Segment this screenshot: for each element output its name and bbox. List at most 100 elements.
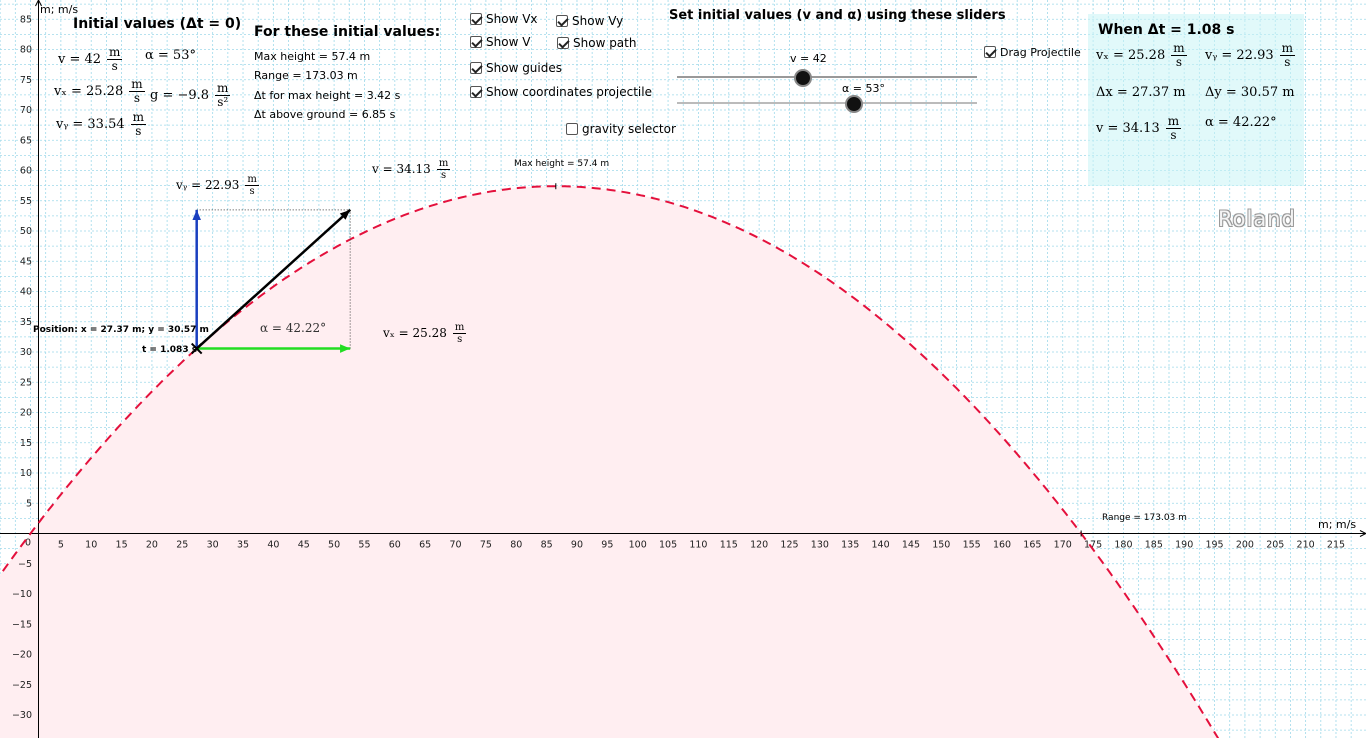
initial-alpha: α = 53° [145,48,196,63]
x-tick-label: 25 [176,540,188,551]
alpha-slider-track[interactable] [677,102,977,104]
checkbox-box[interactable] [470,13,482,25]
show-vy-checkbox[interactable]: Show Vy [556,14,623,28]
unit-fraction: m s² [215,82,231,109]
x-tick-label: 145 [902,540,920,551]
sliders-title: Set initial values (v and α) using these… [669,8,1006,23]
checkbox-box[interactable] [470,62,482,74]
x-tick-label: 200 [1236,540,1254,551]
panel-vx-text: vₓ = 25.28 [1096,48,1166,63]
panel-dx: Δx = 27.37 m [1096,85,1186,100]
v-slider-knob[interactable] [794,69,812,87]
show-vx-checkbox[interactable]: Show Vx [470,12,538,26]
x-tick-label: 45 [298,540,310,551]
panel-v-text: v = 34.13 [1096,121,1160,136]
x-tick-label: 60 [389,540,401,551]
gravity-selector-checkbox[interactable]: gravity selector [566,122,676,136]
y-tick-label: −5 [18,559,32,570]
panel-v: v = 34.13 m s [1096,114,1182,142]
x-tick-label: 105 [659,540,677,551]
x-tick-label: 20 [146,540,158,551]
checkbox-box[interactable] [557,37,569,49]
unit-num: m [1171,41,1187,56]
unit-den: s [133,91,141,105]
x-tick-label: 30 [207,540,219,551]
x-tick-label: 140 [872,540,890,551]
y-tick-label: 80 [20,45,32,56]
x-tick-label: 210 [1297,540,1315,551]
drag-projectile-checkbox[interactable]: Drag Projectile [984,46,1081,59]
x-tick-label: 110 [689,540,707,551]
unit-num: m [245,174,259,186]
trajectory-path [0,185,1220,738]
x-tick-label: 150 [932,540,950,551]
gravity-value: g = −9.8 m s² [150,82,231,109]
x-tick-label: 170 [1054,540,1072,551]
y-tick-label: 15 [20,438,32,449]
trajectory-curve [0,185,1220,738]
time-readout: t = 1.083 s [142,345,198,355]
unit-num: m [436,158,451,170]
checkbox-box[interactable] [470,86,482,98]
alpha-slider-knob[interactable] [845,95,863,113]
x-axis-label: m; m/s [1318,518,1357,531]
show-guides-checkbox[interactable]: Show guides [470,61,562,75]
v-vector [195,208,352,350]
x-tick-label: 55 [358,540,370,551]
x-tick-label: 165 [1023,540,1041,551]
v-slider-label: v = 42 [790,52,827,65]
unit-den: s [457,334,463,345]
unit-den: s [1284,55,1291,69]
x-tick-label: 10 [85,540,97,551]
unit-num: m [107,45,123,60]
checkbox-box[interactable] [566,123,578,135]
initial-v: v = 42 m s [58,45,123,73]
x-tick-label: 50 [328,540,340,551]
initial-vx-text: vₓ = 25.28 [54,84,124,99]
checkbox-box[interactable] [556,15,568,27]
v-vector-text: v = 34.13 [372,162,431,176]
projectile-marker [190,342,203,355]
max-height-result: Max height = 57.4 m [254,50,371,63]
checkbox-label: Show V [486,35,531,49]
vx-vector-label: vₓ = 25.28 m s [383,322,467,345]
x-tick-label: 115 [720,540,738,551]
unit-num: m [1165,114,1182,129]
y-tick-label: 35 [20,317,32,328]
x-tick-label: 100 [629,540,647,551]
x-tick-label: 5 [58,540,64,551]
velocity-vectors[interactable] [190,183,1082,537]
show-path-checkbox[interactable]: Show path [557,36,636,50]
author-watermark: Roland [1218,207,1296,231]
alpha-slider-label: α = 53° [842,82,885,95]
y-tick-label: −30 [12,710,32,721]
unit-num: m [452,322,467,334]
y-tick-label: 65 [20,135,32,146]
checkbox-label: Show Vy [572,14,624,28]
v-slider-track[interactable] [677,76,977,78]
y-axis-label: m; m/s [40,3,79,16]
show-v-checkbox[interactable]: Show V [470,35,530,49]
area-under-path [0,186,1221,738]
unit-den: s [1175,55,1183,69]
checkbox-box[interactable] [984,46,996,58]
x-tick-label: 70 [449,540,461,551]
panel-vy-text: vᵧ = 22.93 [1205,48,1274,63]
y-tick-label: 40 [20,287,32,298]
x-tick-label: 75 [480,540,492,551]
initial-vx: vₓ = 25.28 m s [54,78,145,105]
x-tick-label: 215 [1327,540,1345,551]
checkbox-label: gravity selector [582,122,676,136]
show-coordinates-checkbox[interactable]: Show coordinates projectile [470,85,652,99]
results-title: For these initial values: [254,24,441,40]
max-height-marker-label: Max height = 57.4 m [514,159,610,169]
checkbox-box[interactable] [470,36,482,48]
unit-den: s [249,186,255,197]
